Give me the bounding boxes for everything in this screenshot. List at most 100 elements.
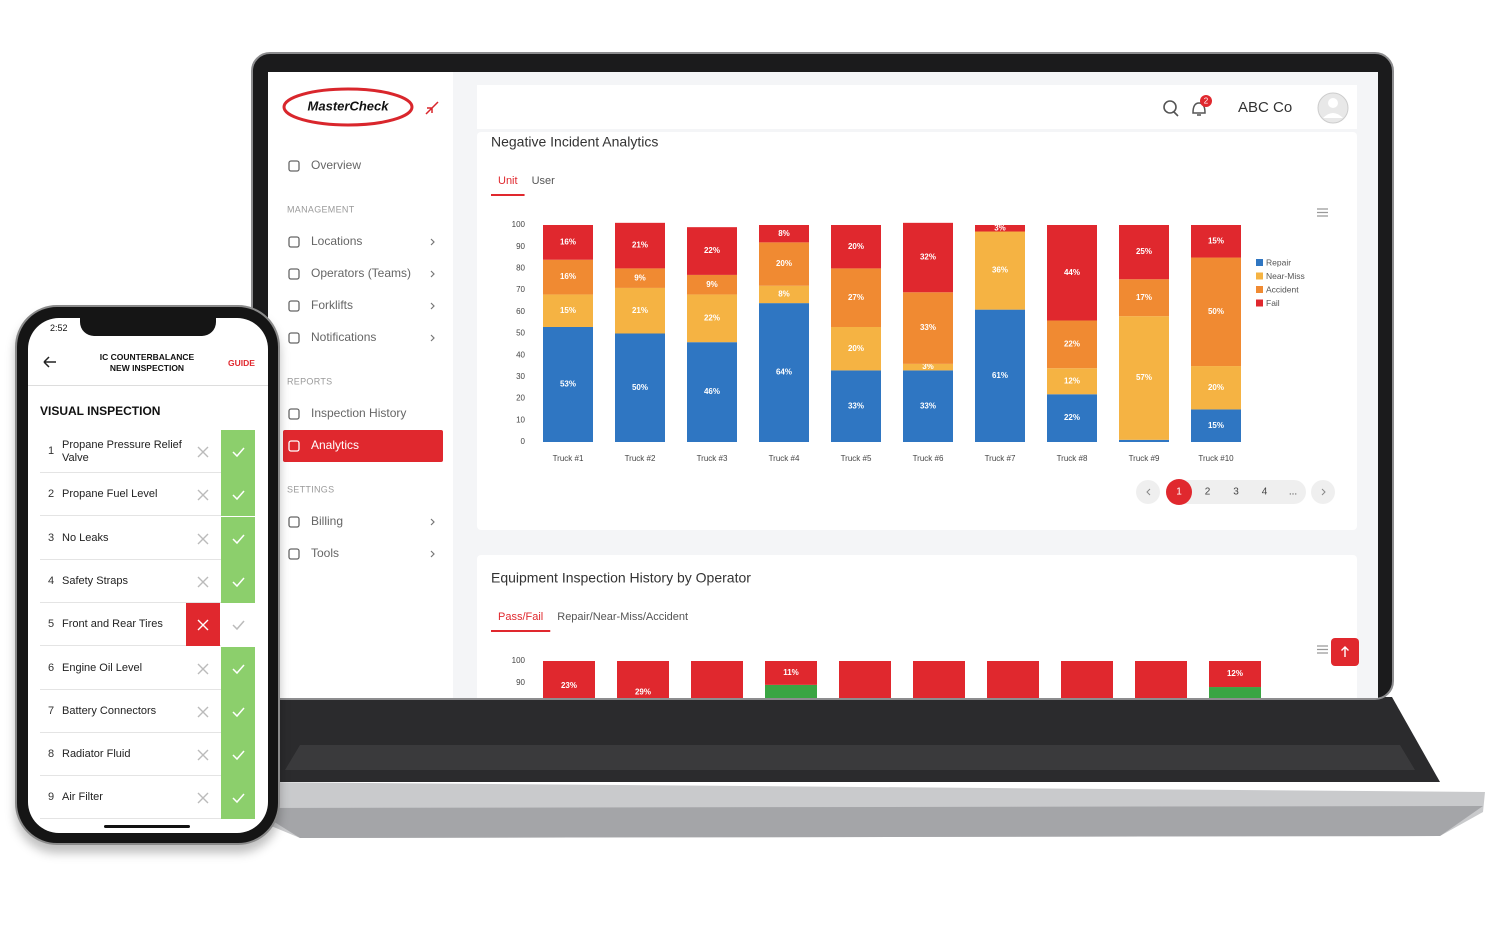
status-time: 2:52 xyxy=(50,323,68,333)
menu-item[interactable]: Forklifts xyxy=(311,298,353,312)
pass-toggle[interactable] xyxy=(221,689,255,733)
menu-item[interactable]: Operators (Teams) xyxy=(311,266,411,280)
back-arrow[interactable] xyxy=(42,354,58,370)
avatar-body xyxy=(1323,113,1343,118)
pass-toggle[interactable] xyxy=(221,603,255,646)
bar-segment xyxy=(1191,257,1241,367)
menu-item[interactable]: Billing xyxy=(311,514,343,528)
x-tick-label: Truck #7 xyxy=(985,454,1016,463)
bar-segment xyxy=(1061,661,1113,698)
avatar-head xyxy=(1328,98,1338,108)
y-tick-label: 50 xyxy=(516,329,525,338)
pass-toggle[interactable] xyxy=(221,430,255,473)
chart-tab[interactable]: Repair/Near-Miss/Accident xyxy=(557,611,688,623)
item-label: Propane Pressure Relief Valve xyxy=(62,438,182,464)
guide-button[interactable]: GUIDE xyxy=(228,358,255,368)
bar-segment xyxy=(1047,368,1097,395)
menu-item[interactable]: Locations xyxy=(311,234,362,248)
chart-menu-icon[interactable] xyxy=(1317,208,1328,217)
fail-toggle[interactable] xyxy=(186,473,220,516)
bar-segment xyxy=(543,661,595,698)
inspection-row: 4 Safety Straps xyxy=(40,559,255,603)
fail-toggle[interactable] xyxy=(186,647,220,690)
item-label: Propane Fuel Level xyxy=(62,488,158,501)
page-number[interactable]: 1 xyxy=(1176,487,1182,498)
pass-toggle[interactable] xyxy=(221,516,255,560)
pages-background xyxy=(1166,480,1306,504)
top-bar xyxy=(477,85,1357,129)
y-tick-label: 60 xyxy=(516,307,525,316)
pass-toggle[interactable] xyxy=(221,473,255,517)
pass-toggle[interactable] xyxy=(221,776,255,820)
inspection-row: 8 Radiator Fluid xyxy=(40,733,255,777)
item-number: 3 xyxy=(48,531,55,544)
chart-menu-icon[interactable] xyxy=(1317,645,1328,654)
pass-toggle[interactable] xyxy=(221,646,255,690)
bar-segment xyxy=(1119,316,1169,440)
data-label: 32% xyxy=(920,253,936,262)
home-indicator xyxy=(104,825,190,828)
chart-tab[interactable]: Unit xyxy=(498,175,518,187)
menu-item[interactable]: Notifications xyxy=(311,330,376,344)
page-number[interactable]: 4 xyxy=(1262,487,1268,498)
menu-item[interactable]: Inspection History xyxy=(311,406,406,420)
x-tick-label: Truck #4 xyxy=(769,454,800,463)
bar-segment xyxy=(759,303,809,442)
screen-title: IC COUNTERBALANCE NEW INSPECTION xyxy=(82,352,212,374)
search-icon[interactable] xyxy=(1163,100,1177,114)
bar-segment xyxy=(1119,225,1169,280)
menu-item[interactable]: Tools xyxy=(311,546,339,560)
menu-icon xyxy=(288,300,300,312)
menu-item[interactable]: Analytics xyxy=(311,438,359,452)
phone-notch xyxy=(80,318,216,336)
chart-tab[interactable]: User xyxy=(532,175,556,187)
data-label: 29% xyxy=(635,688,651,697)
x-icon xyxy=(197,576,209,588)
menu-icon xyxy=(288,332,300,344)
fail-toggle[interactable] xyxy=(186,560,220,603)
bell-icon[interactable] xyxy=(1192,102,1206,116)
data-label: 50% xyxy=(632,383,648,392)
fail-toggle[interactable] xyxy=(186,690,220,733)
fail-toggle[interactable] xyxy=(186,430,220,473)
page-next[interactable] xyxy=(1311,480,1335,504)
y-tick-label: 30 xyxy=(516,372,525,381)
menu-icon xyxy=(288,236,300,248)
fail-toggle[interactable] xyxy=(186,776,220,819)
fail-toggle[interactable] xyxy=(186,733,220,776)
data-label: 22% xyxy=(704,313,720,322)
data-label: 3% xyxy=(994,223,1006,232)
pass-toggle[interactable] xyxy=(221,559,255,603)
bar-segment xyxy=(759,225,809,243)
data-label: 27% xyxy=(848,293,864,302)
fail-toggle[interactable] xyxy=(186,517,220,560)
page-number[interactable]: 3 xyxy=(1233,487,1239,498)
pass-toggle[interactable] xyxy=(221,733,255,777)
company-name[interactable]: ABC Co xyxy=(1238,99,1292,116)
fail-toggle[interactable] xyxy=(186,603,220,647)
phone: 2:52 IC COUNTERBALANCE NEW INSPECTION GU… xyxy=(15,305,280,845)
bar-segment xyxy=(839,661,891,698)
item-number: 8 xyxy=(48,748,55,761)
data-label: 33% xyxy=(920,401,936,410)
item-number: 7 xyxy=(48,704,55,717)
item-number: 9 xyxy=(48,791,55,804)
screen-title-line: IC COUNTERBALANCE xyxy=(99,352,195,362)
data-label: 20% xyxy=(848,242,864,251)
page-prev[interactable] xyxy=(1136,480,1160,504)
inspection-row: 6 Engine Oil Level xyxy=(40,646,255,690)
item-number: 4 xyxy=(48,574,55,587)
data-label: 8% xyxy=(778,229,790,238)
data-label: 3% xyxy=(922,362,934,371)
menu-icon xyxy=(288,160,300,172)
collapse-icon[interactable] xyxy=(425,101,439,115)
chart-tab[interactable]: Pass/Fail xyxy=(498,611,543,623)
check-icon xyxy=(232,490,245,501)
bar-segment xyxy=(975,225,1025,232)
legend-label: Near-Miss xyxy=(1266,271,1305,281)
y-tick-label: 80 xyxy=(516,264,525,273)
page-number[interactable]: 2 xyxy=(1205,487,1211,498)
bar-segment xyxy=(687,294,737,343)
menu-item[interactable]: Overview xyxy=(311,158,361,172)
data-label: 33% xyxy=(848,401,864,410)
